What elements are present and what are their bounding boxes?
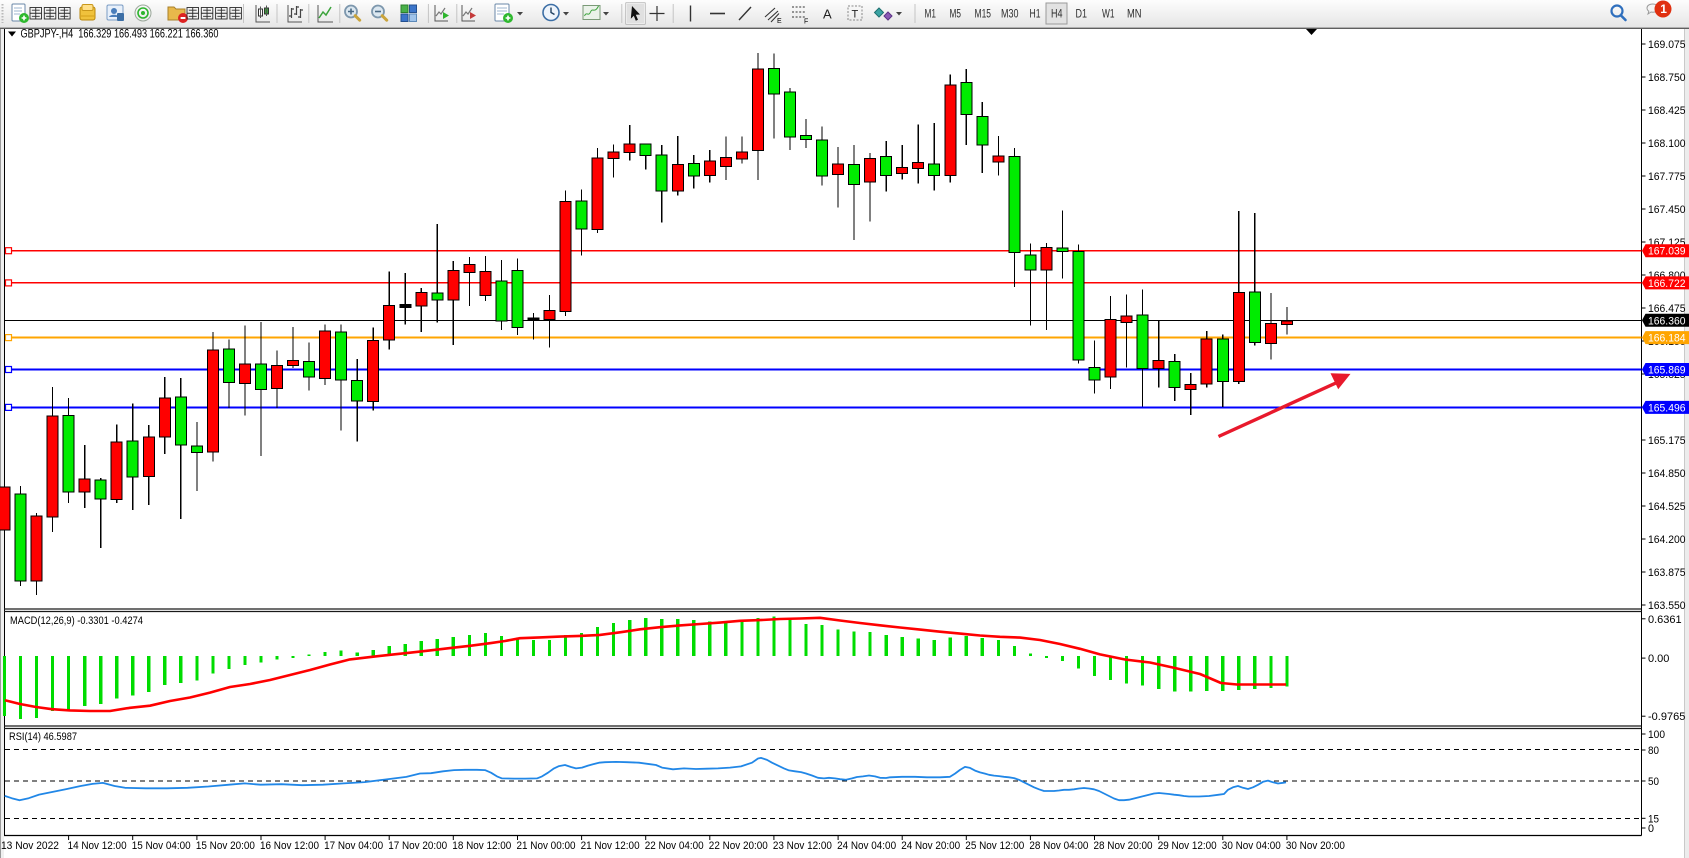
- svg-text:RSI(14) 46.5987: RSI(14) 46.5987: [9, 731, 77, 743]
- svg-text:16 Nov 12:00: 16 Nov 12:00: [260, 840, 319, 852]
- svg-text:15 Nov 04:00: 15 Nov 04:00: [132, 840, 191, 852]
- svg-text:21 Nov 12:00: 21 Nov 12:00: [581, 840, 640, 852]
- svg-text:24 Nov 20:00: 24 Nov 20:00: [901, 840, 960, 852]
- svg-text:H1: H1: [1030, 9, 1041, 21]
- svg-text:A: A: [823, 7, 832, 22]
- svg-text:MN: MN: [1127, 9, 1142, 21]
- svg-text:164.200: 164.200: [1648, 534, 1686, 546]
- svg-text:17 Nov 20:00: 17 Nov 20:00: [388, 840, 447, 852]
- svg-text:50: 50: [1648, 776, 1659, 788]
- svg-text:30 Nov 20:00: 30 Nov 20:00: [1286, 840, 1345, 852]
- svg-text:0.00: 0.00: [1648, 653, 1669, 665]
- svg-text:-0.9765: -0.9765: [1648, 711, 1685, 723]
- svg-text:21 Nov 00:00: 21 Nov 00:00: [517, 840, 576, 852]
- svg-text:168.750: 168.750: [1648, 72, 1686, 84]
- svg-text:169.075: 169.075: [1648, 39, 1686, 51]
- svg-text:15 Nov 20:00: 15 Nov 20:00: [196, 840, 255, 852]
- svg-text:0: 0: [1648, 823, 1654, 835]
- svg-text:W1: W1: [1102, 9, 1115, 21]
- svg-text:F: F: [804, 19, 808, 26]
- svg-text:15: 15: [1648, 813, 1659, 825]
- svg-text:166.475: 166.475: [1648, 303, 1686, 315]
- svg-text:100: 100: [1648, 729, 1665, 741]
- svg-text:M5: M5: [950, 9, 962, 21]
- svg-text:T: T: [852, 9, 859, 21]
- svg-text:167.039: 167.039: [1648, 246, 1686, 258]
- svg-text:M1: M1: [925, 9, 937, 21]
- svg-text:165.496: 165.496: [1648, 402, 1686, 414]
- svg-text:E: E: [777, 18, 782, 25]
- svg-text:29 Nov 12:00: 29 Nov 12:00: [1158, 840, 1217, 852]
- svg-text:165.869: 165.869: [1648, 365, 1686, 377]
- svg-text:30 Nov 04:00: 30 Nov 04:00: [1222, 840, 1281, 852]
- svg-text:18 Nov 12:00: 18 Nov 12:00: [452, 840, 511, 852]
- svg-text:80: 80: [1648, 745, 1659, 757]
- svg-text:23 Nov 12:00: 23 Nov 12:00: [773, 840, 832, 852]
- svg-text:168.425: 168.425: [1648, 105, 1686, 117]
- svg-text:164.850: 164.850: [1648, 468, 1686, 480]
- svg-text:D1: D1: [1076, 9, 1088, 21]
- svg-text:168.100: 168.100: [1648, 138, 1686, 150]
- svg-text:14 Nov 12:00: 14 Nov 12:00: [68, 840, 127, 852]
- svg-text:167.775: 167.775: [1648, 171, 1686, 183]
- svg-text:M30: M30: [1001, 9, 1019, 21]
- svg-text:166.360: 166.360: [1648, 315, 1686, 327]
- svg-text:M15: M15: [975, 9, 992, 21]
- svg-text:MACD(12,26,9) -0.3301 -0.4274: MACD(12,26,9) -0.3301 -0.4274: [10, 615, 143, 627]
- svg-text:0.6361: 0.6361: [1648, 614, 1682, 626]
- svg-text:164.525: 164.525: [1648, 501, 1686, 513]
- svg-text:H4: H4: [1051, 9, 1063, 21]
- svg-text:163.875: 163.875: [1648, 567, 1686, 579]
- svg-text:163.550: 163.550: [1648, 600, 1686, 612]
- svg-text:GBPJPY-,H4 166.329 166.493 16: GBPJPY-,H4 166.329 166.493 166.221 166.3…: [21, 29, 219, 41]
- svg-text:166.722: 166.722: [1648, 278, 1686, 290]
- svg-text:165.175: 165.175: [1648, 435, 1686, 447]
- svg-text:1: 1: [1660, 2, 1667, 16]
- svg-text:24 Nov 04:00: 24 Nov 04:00: [837, 840, 896, 852]
- svg-text:25 Nov 12:00: 25 Nov 12:00: [965, 840, 1024, 852]
- svg-text:22 Nov 20:00: 22 Nov 20:00: [709, 840, 768, 852]
- svg-text:17 Nov 04:00: 17 Nov 04:00: [324, 840, 383, 852]
- svg-text:167.450: 167.450: [1648, 204, 1686, 216]
- svg-text:22 Nov 04:00: 22 Nov 04:00: [645, 840, 704, 852]
- svg-text:28 Nov 04:00: 28 Nov 04:00: [1029, 840, 1088, 852]
- svg-text:13 Nov 2022: 13 Nov 2022: [1, 840, 59, 852]
- svg-text:28 Nov 20:00: 28 Nov 20:00: [1094, 840, 1153, 852]
- svg-text:166.184: 166.184: [1648, 333, 1686, 345]
